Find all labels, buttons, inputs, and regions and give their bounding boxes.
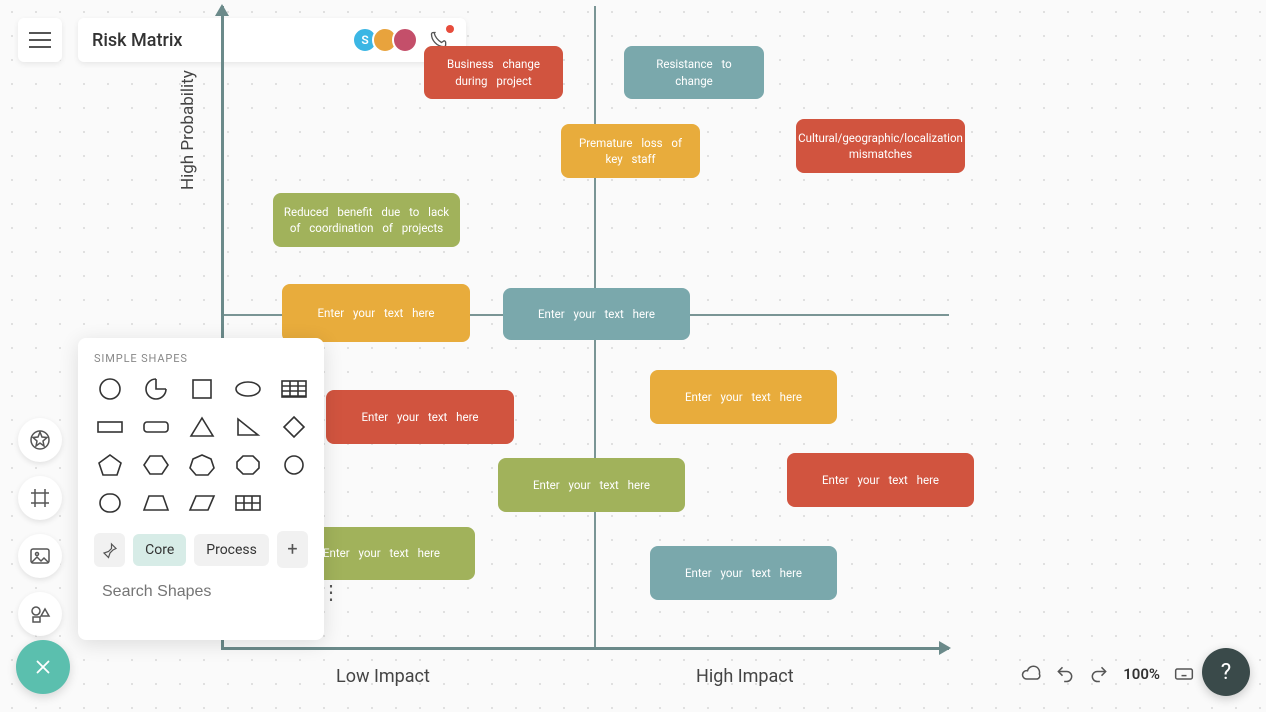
pin-tab[interactable] <box>94 533 125 567</box>
shape-grid-3x2[interactable] <box>232 489 264 517</box>
shape-circle-small[interactable] <box>278 451 310 479</box>
shapes-panel-heading: SIMPLE SHAPES <box>94 352 308 365</box>
shape-circle[interactable] <box>94 375 126 403</box>
shape-pentagon[interactable] <box>94 451 126 479</box>
shape-grid <box>94 375 308 517</box>
image-tool-button[interactable] <box>18 534 62 578</box>
x-axis-label-low: Low Impact <box>336 666 430 687</box>
canvas-controls: 100% <box>1021 664 1194 684</box>
shape-search-input[interactable] <box>102 583 309 601</box>
x-axis-label-high: High Impact <box>696 666 794 687</box>
redo-button[interactable] <box>1089 664 1109 684</box>
shape-category-tabs: Core Process + <box>94 531 308 568</box>
shapes-tool-button[interactable] <box>18 418 62 462</box>
notification-dot-icon <box>446 25 454 33</box>
shape-heptagon[interactable] <box>186 451 218 479</box>
shape-search: ⋮ <box>94 580 308 604</box>
keyboard-shortcuts-icon[interactable] <box>1174 664 1194 684</box>
y-axis-label: High Probability <box>178 70 198 190</box>
close-panel-button[interactable] <box>16 640 70 694</box>
risk-box[interactable]: Resistance to change <box>624 46 764 99</box>
undo-button[interactable] <box>1055 664 1075 684</box>
left-toolbar <box>18 418 62 636</box>
risk-box[interactable]: Enter your text here <box>787 453 974 507</box>
risk-box[interactable]: Enter your text here <box>650 370 837 424</box>
title-bar: Risk Matrix S <box>78 18 466 62</box>
collaborator-avatars: S <box>358 27 418 53</box>
more-options-icon[interactable]: ⋮ <box>317 580 344 604</box>
shape-triangle[interactable] <box>186 413 218 441</box>
document-title[interactable]: Risk Matrix <box>92 30 358 51</box>
shape-square[interactable] <box>186 375 218 403</box>
risk-box[interactable]: Enter your text here <box>503 288 690 340</box>
risk-box[interactable]: Reduced benefit due to lack of coordinat… <box>273 193 460 247</box>
shape-empty <box>278 489 310 517</box>
shape-table[interactable] <box>278 375 310 403</box>
shape-arc[interactable] <box>140 375 172 403</box>
tab-core[interactable]: Core <box>133 534 186 566</box>
frame-tool-button[interactable] <box>18 476 62 520</box>
shape-rounded-square[interactable] <box>94 489 126 517</box>
shape-octagon[interactable] <box>232 451 264 479</box>
zoom-level[interactable]: 100% <box>1123 665 1160 683</box>
shape-parallelogram[interactable] <box>186 489 218 517</box>
shape-rounded-rect[interactable] <box>140 413 172 441</box>
add-category-tab[interactable]: + <box>277 531 308 568</box>
shape-diamond[interactable] <box>278 413 310 441</box>
shape-trapezoid[interactable] <box>140 489 172 517</box>
shapes-library-button[interactable] <box>18 592 62 636</box>
shape-right-triangle[interactable] <box>232 413 264 441</box>
avatar[interactable] <box>392 27 418 53</box>
hamburger-menu[interactable] <box>18 18 62 62</box>
shapes-panel: SIMPLE SHAPES Core Process + ⋮ <box>78 338 324 640</box>
risk-box[interactable]: Premature loss of key staff <box>561 124 700 178</box>
help-button[interactable]: ? <box>1202 648 1250 696</box>
shape-rect-wide[interactable] <box>94 413 126 441</box>
shape-ellipse[interactable] <box>232 375 264 403</box>
x-axis <box>221 647 949 650</box>
risk-box[interactable]: Enter your text here <box>282 284 470 342</box>
risk-box[interactable]: Enter your text here <box>326 390 514 444</box>
cloud-sync-icon[interactable] <box>1021 664 1041 684</box>
tab-process[interactable]: Process <box>194 534 269 566</box>
risk-box[interactable]: Cultural/geographic/localization mismatc… <box>796 119 965 173</box>
risk-box[interactable]: Enter your text here <box>650 546 837 600</box>
risk-box[interactable]: Enter your text here <box>498 458 685 512</box>
risk-box[interactable]: Business change during project <box>424 46 563 99</box>
shape-hexagon[interactable] <box>140 451 172 479</box>
